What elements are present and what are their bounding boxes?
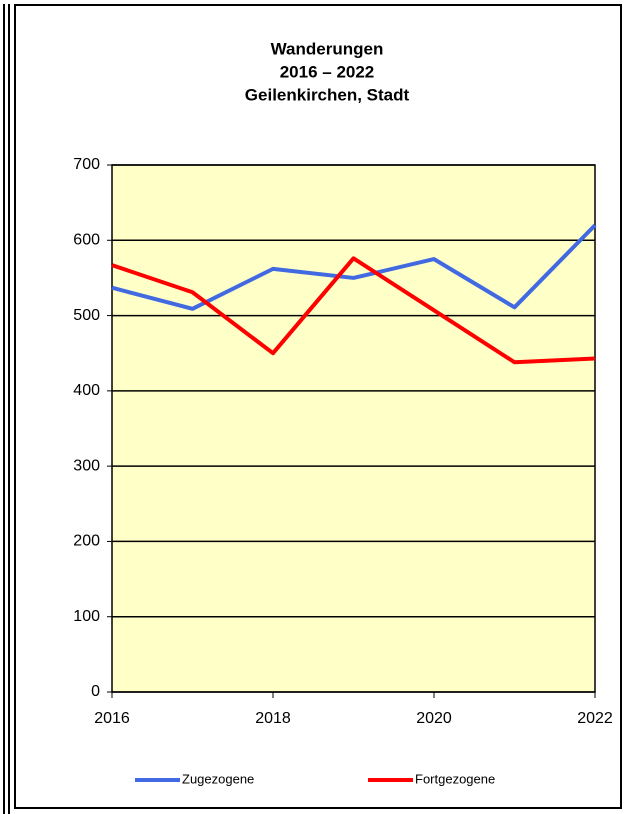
y-tick-label: 600 — [73, 232, 100, 249]
y-tick-label: 200 — [73, 533, 100, 550]
x-tick-label: 2022 — [577, 710, 613, 727]
series-line — [111, 223, 597, 311]
chart-frame — [14, 4, 622, 809]
y-tick-label: 700 — [73, 156, 100, 173]
x-tick-label: 2020 — [416, 710, 452, 727]
plot-area — [112, 165, 595, 692]
y-tick-label: 300 — [73, 457, 100, 474]
legend-label: Zugezogene — [182, 771, 254, 786]
y-tick-label: 400 — [73, 382, 100, 399]
chart-title: Geilenkirchen, Stadt — [245, 85, 410, 104]
x-tick-label: 2016 — [94, 710, 130, 727]
chart-title: Wanderungen — [271, 39, 384, 58]
plot-border — [111, 164, 596, 693]
series-line — [111, 256, 596, 365]
x-tick-label: 2018 — [255, 710, 291, 727]
legend-label: Fortgezogene — [415, 771, 495, 786]
chart-title: 2016 – 2022 — [280, 62, 375, 81]
y-tick-label: 500 — [73, 307, 100, 324]
y-tick-label: 0 — [91, 683, 100, 700]
y-tick-label: 100 — [73, 608, 100, 625]
